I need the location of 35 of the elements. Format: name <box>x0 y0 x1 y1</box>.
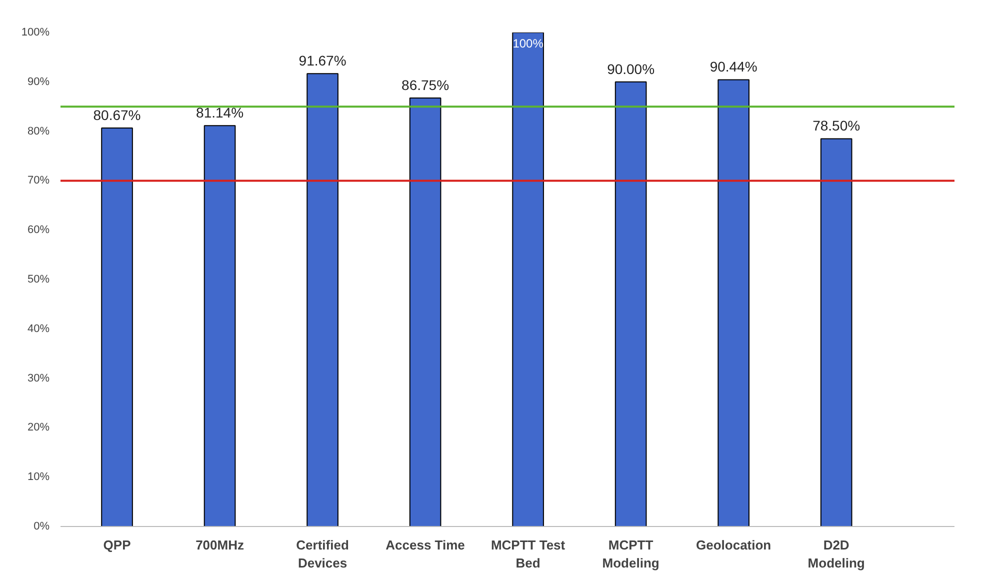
bar <box>718 79 750 526</box>
data-label: 90.00% <box>607 60 655 77</box>
x-tick-label: MCPTT Test Bed <box>490 538 566 570</box>
x-tick-label: QPP <box>103 538 132 552</box>
bar <box>204 125 236 526</box>
x-tick-label: 700MHz <box>196 538 244 552</box>
bar <box>512 32 544 526</box>
data-label: 80.67% <box>93 106 141 123</box>
y-tick-label: 0% <box>34 520 50 532</box>
bar <box>409 97 442 526</box>
bar <box>101 127 133 526</box>
y-tick-label: 90% <box>27 76 50 88</box>
y-tick-label: 80% <box>27 125 50 138</box>
y-tick-label: 20% <box>27 422 50 434</box>
x-tick-label: Certified Devices <box>296 538 349 570</box>
y-tick-label: 10% <box>27 471 50 484</box>
bar <box>306 73 338 526</box>
y-tick-label: 30% <box>27 372 50 384</box>
data-label: 81.14% <box>196 104 244 121</box>
data-label: 100% <box>512 36 544 50</box>
x-tick-label: Access Time <box>386 538 465 552</box>
x-tick-label: Geolocation <box>696 538 772 552</box>
x-tick-label: D2D Modeling <box>808 538 865 570</box>
y-tick-label: 40% <box>27 322 50 335</box>
data-label: 90.44% <box>710 58 758 75</box>
bar <box>614 81 647 526</box>
data-label: 91.67% <box>298 52 346 69</box>
data-label: 86.75% <box>402 76 450 93</box>
y-tick-label: 70% <box>27 174 50 187</box>
y-tick-label: 100% <box>21 26 50 38</box>
x-tick-label: MCPTT Modeling <box>602 538 660 570</box>
y-tick-label: 60% <box>27 224 50 236</box>
y-tick-label: 50% <box>27 274 50 286</box>
data-label: 78.50% <box>812 118 860 134</box>
bar <box>820 138 852 526</box>
